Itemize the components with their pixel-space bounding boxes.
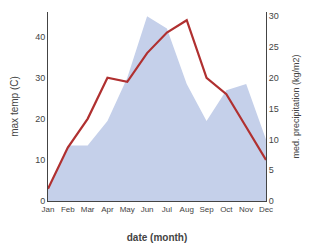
svg-text:Jan: Jan <box>42 205 55 214</box>
svg-text:Apr: Apr <box>101 205 114 214</box>
svg-text:Mar: Mar <box>81 205 95 214</box>
svg-text:30: 30 <box>35 73 45 83</box>
svg-text:40: 40 <box>35 32 45 42</box>
svg-text:Aug: Aug <box>180 205 194 214</box>
svg-text:med. precipitation (kg/m2): med. precipitation (kg/m2) <box>291 54 301 158</box>
svg-text:Feb: Feb <box>61 205 75 214</box>
svg-text:Jul: Jul <box>162 205 172 214</box>
svg-text:Dec: Dec <box>259 205 273 214</box>
svg-text:Jun: Jun <box>141 205 154 214</box>
svg-text:20: 20 <box>269 73 279 83</box>
svg-text:Sep: Sep <box>199 205 214 214</box>
svg-text:May: May <box>120 205 135 214</box>
svg-text:date (month): date (month) <box>127 232 188 243</box>
svg-text:25: 25 <box>269 42 279 52</box>
svg-text:Oct: Oct <box>220 205 233 214</box>
svg-text:Nov: Nov <box>239 205 253 214</box>
svg-text:10: 10 <box>35 155 45 165</box>
svg-text:15: 15 <box>269 104 279 114</box>
svg-text:0: 0 <box>40 196 45 206</box>
svg-text:0: 0 <box>269 196 274 206</box>
svg-text:max temp (C): max temp (C) <box>9 76 20 137</box>
svg-text:30: 30 <box>269 11 279 21</box>
svg-text:20: 20 <box>35 114 45 124</box>
svg-text:5: 5 <box>269 165 274 175</box>
svg-text:10: 10 <box>269 135 279 145</box>
